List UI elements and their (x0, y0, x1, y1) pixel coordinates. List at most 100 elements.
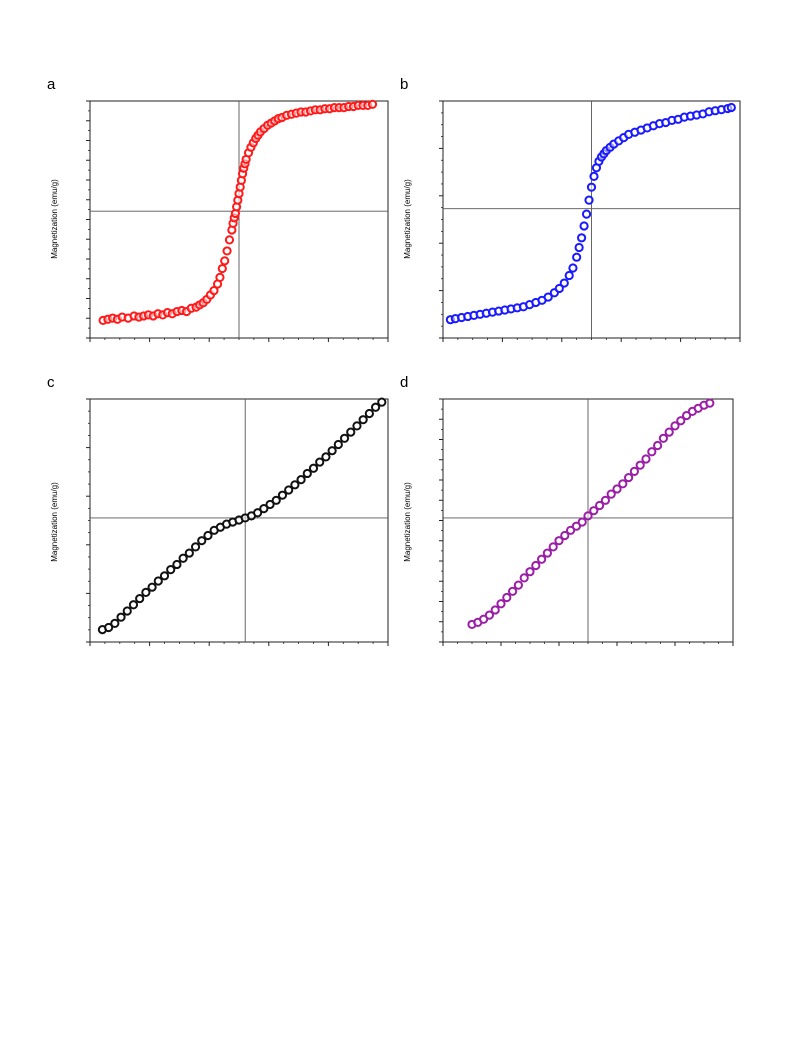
data-point (178, 553, 188, 563)
data-point (606, 489, 616, 499)
data-point (641, 454, 651, 464)
data-point (184, 548, 194, 558)
data-point (296, 475, 306, 485)
data-point (618, 479, 628, 489)
data-point (370, 402, 381, 412)
series-markers (97, 397, 387, 635)
data-point (259, 504, 269, 514)
data-point (537, 554, 547, 564)
data-point (682, 410, 692, 421)
data-point (346, 427, 356, 437)
data-point (203, 530, 213, 541)
data-point (209, 286, 219, 296)
data-point (574, 242, 584, 253)
data-point (542, 548, 553, 558)
data-point (172, 559, 182, 570)
data-point (584, 195, 594, 205)
data-point (141, 587, 151, 597)
data-point (253, 508, 263, 518)
data-point (220, 256, 230, 266)
series-markers (98, 99, 378, 325)
data-point (705, 398, 715, 408)
data-point (352, 421, 362, 431)
data-point (333, 439, 343, 450)
data-point (577, 233, 587, 243)
panel-label-d: d (400, 374, 409, 391)
data-point (197, 536, 207, 546)
series-markers (445, 102, 736, 325)
data-point (513, 580, 524, 590)
data-point (579, 221, 589, 231)
data-point (629, 466, 640, 476)
data-point (479, 614, 489, 624)
data-point (548, 542, 558, 552)
data-point (290, 480, 300, 490)
data-point (308, 463, 319, 473)
data-point (502, 592, 512, 603)
data-point (271, 495, 281, 505)
data-point (564, 270, 574, 281)
data-point (284, 485, 294, 495)
data-point (653, 440, 663, 451)
data-point (496, 599, 506, 609)
data-point (568, 263, 578, 273)
data-point (589, 506, 599, 516)
data-point (595, 500, 605, 511)
data-point (560, 530, 570, 541)
data-point (635, 460, 645, 470)
data-point (658, 433, 669, 443)
data-point (367, 99, 378, 109)
data-point (559, 278, 569, 288)
data-point (543, 292, 553, 302)
data-point (586, 182, 597, 192)
data-point (670, 421, 680, 431)
data-point (110, 618, 120, 628)
data-point (507, 586, 518, 596)
data-point (339, 433, 350, 443)
series-markers (467, 398, 715, 630)
data-point (664, 427, 674, 437)
data-point (581, 209, 592, 219)
data-point (676, 416, 686, 426)
data-point (315, 457, 325, 467)
data-point (215, 272, 225, 282)
data-point (566, 525, 576, 535)
data-point (531, 560, 541, 571)
data-point (222, 246, 232, 256)
panel-label-a: a (47, 76, 56, 93)
data-point (327, 446, 337, 456)
data-point (525, 567, 535, 577)
data-point (147, 582, 157, 592)
data-point (600, 495, 611, 505)
data-point (519, 573, 529, 583)
data-point (128, 600, 139, 610)
panel-label-c: c (47, 374, 55, 391)
data-point (190, 542, 201, 552)
data-point (166, 565, 176, 575)
data-point (572, 252, 582, 262)
data-point (302, 468, 312, 479)
data-point (624, 472, 634, 483)
data-point (224, 235, 235, 245)
data-point (647, 447, 657, 457)
data-point (358, 415, 368, 425)
data-point (135, 593, 145, 604)
data-point (377, 397, 387, 407)
data-point (583, 511, 593, 521)
data-point (104, 622, 114, 633)
data-point (364, 408, 374, 419)
data-point (277, 490, 288, 500)
data-point (484, 610, 494, 620)
data-point (265, 499, 275, 510)
data-point (159, 571, 170, 581)
data-point (116, 612, 126, 622)
data-point (589, 171, 599, 182)
data-point (321, 452, 331, 462)
data-point (554, 536, 564, 546)
data-point (217, 263, 227, 274)
data-point (153, 576, 163, 586)
data-point (554, 283, 564, 294)
